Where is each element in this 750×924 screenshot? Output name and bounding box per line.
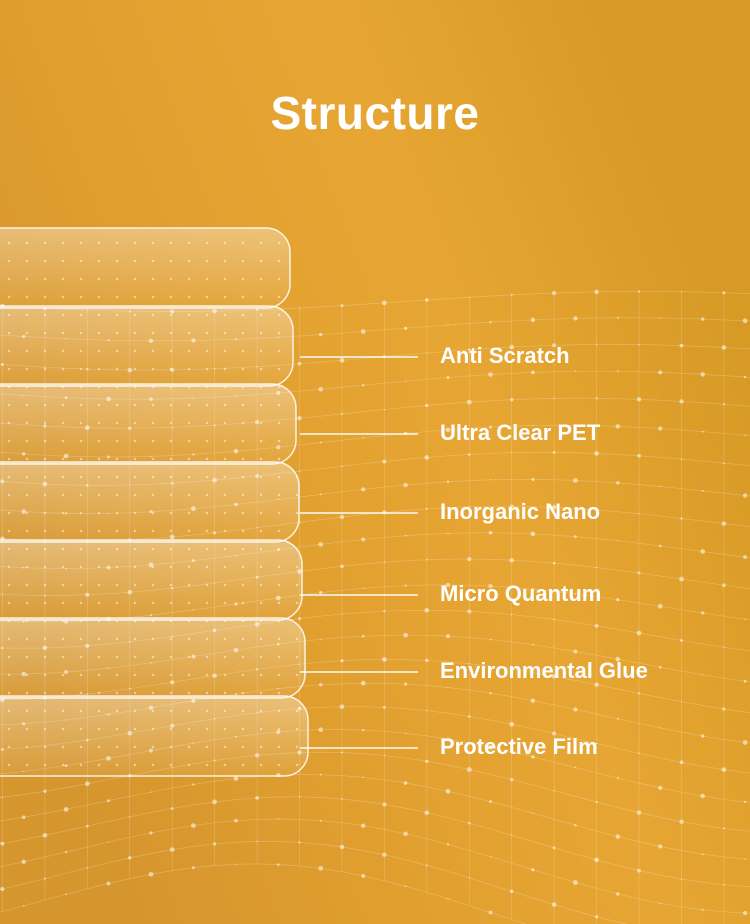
layer-panel [0, 618, 305, 698]
layer-label: Anti Scratch [440, 343, 570, 369]
layer-label: Protective Film [440, 734, 598, 760]
layer-label: Inorganic Nano [440, 499, 600, 525]
layer-label: Micro Quantum [440, 581, 601, 607]
layer-panel [0, 384, 296, 464]
layer-label: Environmental Glue [440, 658, 648, 684]
page-title: Structure [0, 86, 750, 140]
layer-panel [0, 306, 293, 386]
layer-panel [0, 696, 308, 776]
layer-label: Ultra Clear PET [440, 420, 600, 446]
layer-stack [0, 228, 308, 776]
layer-panel [0, 462, 299, 542]
layer-panel [0, 228, 290, 308]
layer-panel [0, 540, 302, 620]
